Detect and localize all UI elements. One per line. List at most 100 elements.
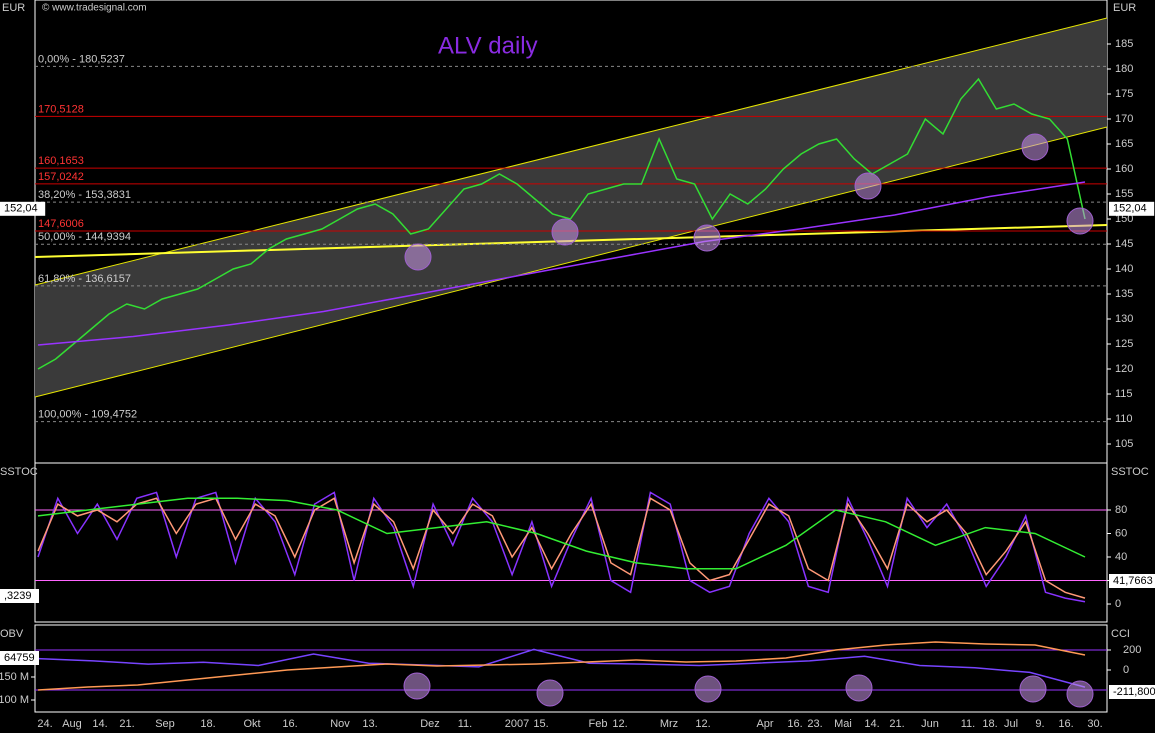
last-value-left: 152,04 [4,203,38,215]
value-box-box [1109,685,1155,699]
panel-title-right: CCI [1111,628,1130,640]
x-tick-label: 2007 [505,718,529,730]
y-tick-label: 165 [1115,138,1133,150]
y-label: EUR [2,2,25,14]
x-tick-label: 11. [458,718,472,730]
value-box: ,3239 [4,590,32,602]
y-tick-label: 60 [1115,527,1127,539]
trendline [34,17,1108,286]
channel-fill [35,18,1107,397]
y-tick-label: 125 [1115,338,1133,350]
y-tick-label: 155 [1115,188,1133,200]
panel-title: OBV [0,628,24,640]
highlight-circle [854,172,882,200]
value-box-box [0,651,39,665]
highlight-circle [403,672,431,700]
x-tick-label: 18. [200,718,215,730]
x-tick-label: 18. [982,718,997,730]
highlight-circle [693,224,721,252]
highlight-circle [845,674,873,702]
x-tick-label: 16. [1058,718,1073,730]
series-line [37,497,1086,599]
x-tick-label: 21. [889,718,904,730]
y-tick-label: 100 M [0,694,29,706]
x-tick-label: Sep [155,718,175,730]
x-tick-label: 16. [787,718,802,730]
series-line [37,648,1086,688]
last-value-right: 152,04 [1113,203,1147,215]
x-tick-label: Jun [921,718,939,730]
highlight-circle [1066,680,1094,708]
level-label: 38,20% - 153,3831 [38,189,131,201]
source: © www.tradesignal.com [42,3,147,14]
x-tick-label: Feb [589,718,608,730]
panel-frame [34,624,1108,713]
y2-tick-label: 0 [1123,664,1129,676]
value-box: 41,7663 [1113,575,1153,587]
x-tick-label: 16. [282,718,297,730]
y-tick-label: 185 [1115,38,1133,50]
x-tick-label: Mrz [660,718,678,730]
y-tick-label: 170 [1115,113,1133,125]
y-tick-label: 0 [1115,598,1121,610]
y-tick-label: 110 [1115,413,1133,425]
trendline [34,126,1108,398]
level-label: 147,6006 [38,218,84,230]
series-line [37,641,1086,691]
x-tick-label: 13. [362,718,377,730]
x-tick-label: 23. [807,718,822,730]
y-tick-label: 160 [1115,163,1133,175]
highlight-circle [536,679,564,707]
level-label: 100,00% - 109,4752 [38,409,137,421]
series-line [37,491,1086,603]
level-label: 170,5128 [38,103,84,115]
y-tick-label: 150 M [0,671,29,683]
y2-tick-label: 200 [1123,644,1141,656]
x-tick-label: 12. [695,718,710,730]
level-label: 61,80% - 136,6157 [38,273,131,285]
x-tick-label: 14. [92,718,107,730]
value-box-box [1109,574,1155,588]
x-tick-label: 9. [1035,718,1044,730]
x-tick-label: 30. [1087,718,1102,730]
level-label: 160,1653 [38,155,84,167]
series-line [37,181,1086,346]
y-tick-label: 115 [1115,388,1133,400]
highlight-circle [1019,675,1047,703]
x-tick-label: 14. [864,718,879,730]
x-tick-label: Dez [420,718,440,730]
x-tick-label: 24. [37,718,52,730]
highlight-circle [1021,133,1049,161]
chart-title: ALV daily [438,32,538,59]
value-box: 64759 [4,652,35,664]
y-tick-label: 40 [1115,551,1127,563]
x-tick-label: Aug [62,718,82,730]
y-tick-label: 145 [1115,238,1133,250]
x-tick-label: Apr [756,718,773,730]
y-tick-label: 80 [1115,504,1127,516]
value-box: -211,800 [1113,686,1155,698]
last-value-left-box [0,201,46,216]
highlight-circle [551,218,579,246]
panel-title-right: SSTOC [1111,466,1149,478]
x-tick-label: Jul [1004,718,1018,730]
highlight-circle [404,243,432,271]
x-tick-label: Mai [834,718,852,730]
level-label: 0,00% - 180,5237 [38,53,125,65]
y-label-right: EUR [1113,2,1136,14]
level-label: 157,0242 [38,171,84,183]
y-tick-label: 120 [1115,363,1133,375]
y-tick-label: 175 [1115,88,1133,100]
x-tick-label: 11. [961,718,975,730]
x-tick-label: Okt [243,718,260,730]
x-tick-label: 15. [533,718,548,730]
y-tick-label: 135 [1115,288,1133,300]
panel-title: SSTOC [0,466,38,478]
y-tick-label: 180 [1115,63,1133,75]
panel-frame [34,462,1108,623]
highlight-circle [694,675,722,703]
y-tick-label: 105 [1115,438,1133,450]
series-line [37,77,1086,370]
x-tick-label: 12. [612,718,627,730]
x-tick-label: 21. [119,718,134,730]
